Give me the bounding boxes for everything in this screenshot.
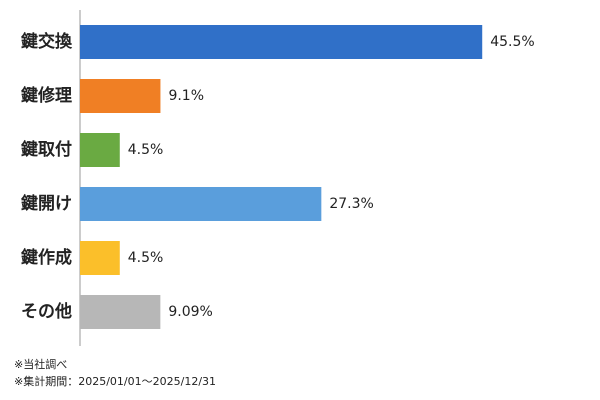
bar [80, 187, 322, 221]
category-label: 鍵開け [21, 193, 72, 214]
category-label: 鍵取付 [21, 139, 72, 160]
value-label: 4.5% [128, 250, 164, 266]
value-label: 9.09% [168, 304, 212, 320]
value-label: 4.5% [128, 142, 164, 158]
category-label: その他 [21, 301, 72, 322]
category-label: 鍵交換 [21, 31, 73, 52]
bar [80, 79, 161, 113]
bar [80, 133, 120, 167]
value-label: 45.5% [490, 34, 534, 50]
value-label: 9.1% [168, 88, 204, 104]
bar [80, 25, 483, 59]
category-label: 鍵修理 [21, 85, 72, 106]
bar [80, 295, 161, 329]
category-label: 鍵作成 [21, 247, 72, 268]
note: ※当社調べ [14, 357, 67, 371]
bar [80, 241, 120, 275]
value-label: 27.3% [329, 196, 373, 212]
note: ※集計期間：2025/01/01〜2025/12/31 [14, 374, 216, 388]
